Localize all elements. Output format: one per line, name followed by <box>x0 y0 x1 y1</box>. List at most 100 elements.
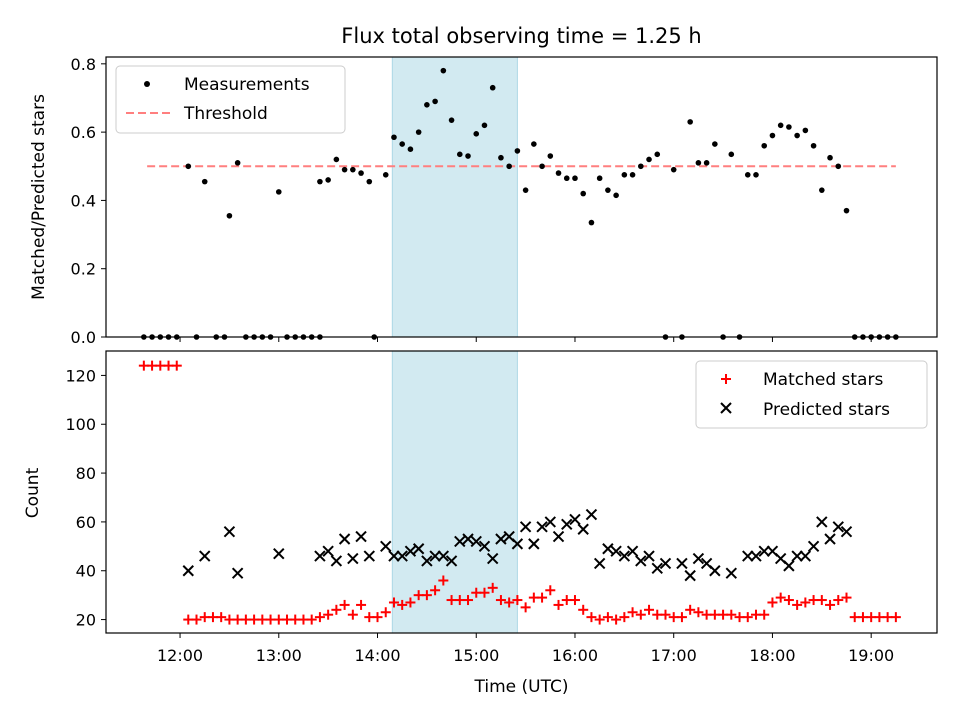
matched-stars-point <box>438 575 449 586</box>
measurement-point <box>777 122 784 129</box>
count-legend-box <box>695 360 928 429</box>
predicted-stars-point <box>478 540 491 553</box>
measurement-point <box>621 172 628 178</box>
matched-stars-point <box>545 585 556 596</box>
predicted-stars-point <box>421 555 433 567</box>
predicted-stars-point <box>758 545 770 557</box>
ratio-legend-box <box>115 65 346 134</box>
matched-stars-point <box>676 612 687 623</box>
measurement-point <box>201 178 208 185</box>
measurement-point <box>391 134 397 141</box>
matched-stars-point <box>306 614 317 625</box>
matched-stars-point <box>594 614 605 625</box>
matched-stars-point <box>644 604 655 615</box>
matched-stars-point <box>216 612 227 623</box>
ratio-y-tick-label: 0.0 <box>71 328 96 347</box>
predicted-stars-point <box>330 555 343 567</box>
predicted-stars-point <box>816 516 828 528</box>
matched-stars-point <box>388 597 399 608</box>
matched-stars-point <box>816 595 827 606</box>
predicted-stars-point <box>840 525 853 538</box>
count-panel: 20 40 60 80 100 120 12:00 13:00 14:00 15:00 16:00… <box>23 350 938 697</box>
matched-stars-point <box>602 612 613 623</box>
predicted-stars-point <box>412 543 425 555</box>
count-x-tick-label: 17:00 <box>651 646 697 665</box>
predicted-stars-point <box>199 550 211 562</box>
predicted-stars-point <box>750 550 762 562</box>
matched-stars-point <box>800 597 811 608</box>
matched-stars-point <box>323 609 334 620</box>
matched-stars-point <box>611 614 622 625</box>
measurement-point <box>712 141 718 147</box>
measurement-point <box>563 175 570 182</box>
measurement-point <box>382 172 389 178</box>
measurement-point <box>234 160 241 166</box>
matched-stars-point <box>685 604 696 615</box>
matched-stars-point <box>693 607 704 618</box>
predicted-stars-point <box>791 550 803 562</box>
predicted-stars-point <box>742 550 754 562</box>
ratio-panel: 0.00.20.40.60.8 Matched/Predicted stars … <box>29 55 938 347</box>
count-y-tick-label: 20 <box>76 611 96 630</box>
measurement-point <box>407 146 414 152</box>
predicted-stars-point <box>454 535 466 548</box>
matched-stars-point <box>619 612 630 623</box>
predicted-stars-point <box>511 538 524 550</box>
measurement-point <box>654 151 661 158</box>
ratio-y-tick-label: 0.8 <box>71 55 96 74</box>
predicted-stars-point <box>437 550 450 562</box>
predicted-stars-point <box>610 545 622 557</box>
measurement-point <box>638 163 644 170</box>
measurement-point <box>605 187 611 193</box>
matched-stars-point <box>578 604 589 615</box>
measurement-point <box>687 119 693 125</box>
matched-stars-point <box>397 599 408 610</box>
measurement-point <box>588 219 595 226</box>
predicted-stars-point <box>396 550 408 562</box>
predicted-stars-point <box>832 521 844 533</box>
measurement-point <box>424 102 430 108</box>
matched-stars-point <box>660 609 671 620</box>
measurement-point <box>670 166 677 173</box>
measurement-point <box>802 127 809 134</box>
matched-stars-point <box>171 360 182 371</box>
predicted-stars-point <box>799 550 812 562</box>
predicted-stars-point <box>585 508 598 521</box>
ratio-y-tick-label: 0.4 <box>71 191 96 210</box>
predicted-stars-point <box>519 521 532 533</box>
matched-stars-point <box>504 597 515 608</box>
predicted-stars-point <box>676 557 688 570</box>
count-x-tick-label: 19:00 <box>848 646 894 665</box>
measurement-point <box>465 153 471 159</box>
legend-measurements-marker <box>144 81 150 87</box>
predicted-stars-point <box>528 538 540 550</box>
count-x-tick-label: 18:00 <box>749 646 795 665</box>
predicted-stars-point <box>380 540 392 553</box>
matched-stars-point <box>421 590 432 601</box>
matched-stars-point <box>191 614 202 625</box>
measurement-point <box>843 207 850 214</box>
measurement-point <box>555 170 562 176</box>
matched-stars-point <box>890 612 901 623</box>
predicted-stars-point <box>231 567 244 579</box>
measurement-point <box>572 175 578 182</box>
count-panel-frame <box>105 350 938 634</box>
predicted-stars-point <box>486 552 499 565</box>
measurement-point <box>440 67 447 74</box>
matched-stars-point <box>841 592 852 603</box>
predicted-stars-point <box>643 550 655 562</box>
matched-stars-point <box>825 599 836 610</box>
measurement-point <box>728 151 735 158</box>
count-panel-highlight-span <box>391 350 518 634</box>
predicted-stars-point <box>429 550 441 562</box>
measurement-point <box>539 163 545 170</box>
matched-stars-point <box>512 595 523 606</box>
matched-stars-point <box>767 597 778 608</box>
measurement-point <box>456 151 463 158</box>
predicted-stars-point <box>725 567 738 579</box>
predicted-stars-point <box>684 569 696 582</box>
count-y-tick-label: 100 <box>65 415 96 434</box>
measurement-point <box>514 148 521 154</box>
predicted-stars-point <box>602 543 614 555</box>
